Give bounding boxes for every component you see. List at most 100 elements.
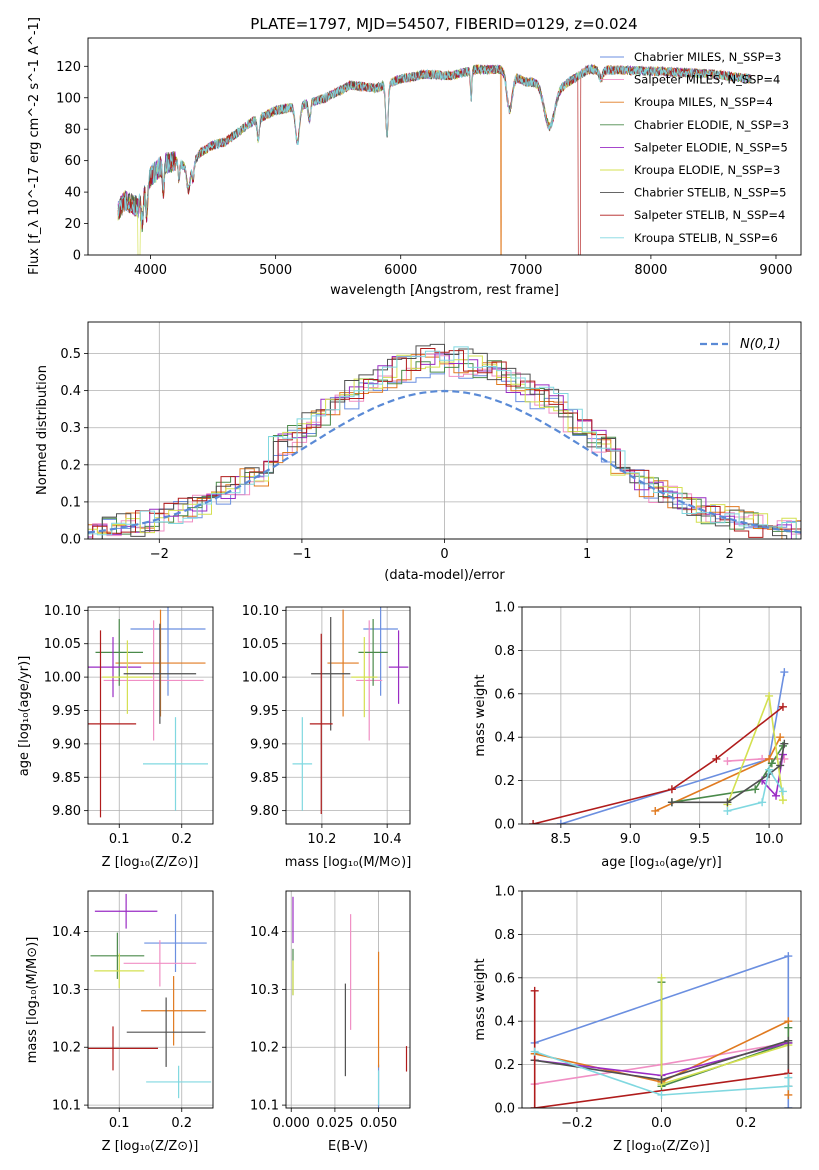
mass-weight-point — [784, 1082, 793, 1091]
x-tick-label: 8.5 — [551, 832, 572, 847]
y-tick-label: 9.85 — [250, 771, 279, 786]
residual-histogram-step — [88, 353, 801, 539]
x-tick-label: 1 — [583, 547, 591, 562]
legend-entry: Chabrier ELODIE, N_SSP=3 — [634, 118, 789, 132]
y-tick-label: 10.05 — [242, 637, 279, 652]
mass-weight-point — [765, 754, 774, 763]
spectrum-series-line — [117, 64, 752, 255]
mass-weight-point — [723, 806, 732, 815]
residual-histogram-step — [88, 348, 801, 539]
axes-frame — [87, 890, 214, 1109]
mass-weight-point — [784, 952, 793, 961]
x-tick-label: 6000 — [384, 263, 417, 278]
axes-frame — [285, 606, 411, 825]
y-tick-label: 10.05 — [44, 637, 81, 652]
mass-weight-series-line — [533, 990, 789, 1108]
x-tick-label: 0.0 — [651, 1116, 672, 1131]
x-axis-label: mass [log₁₀(M/M⊙)] — [285, 855, 412, 870]
mass-weight-point — [765, 691, 774, 700]
mass-weight-point — [651, 806, 660, 815]
mass-weight-point — [529, 820, 538, 824]
mass-weight-point — [776, 733, 785, 742]
y-tick-label: 9.95 — [250, 704, 279, 719]
x-tick-label: 0.2 — [171, 832, 192, 847]
y-tick-label: 10.3 — [52, 983, 81, 998]
y-tick-label: 20 — [64, 217, 81, 232]
mass-weight-point — [778, 787, 787, 796]
mass-weight-series-line — [534, 1050, 790, 1096]
y-tick-label: 0.5 — [60, 347, 81, 362]
mass-weight-point — [778, 702, 787, 711]
x-tick-label: 10.2 — [307, 832, 336, 847]
x-tick-label: 0.2 — [171, 1116, 192, 1131]
residual-histogram-step — [88, 353, 801, 537]
figure-title: PLATE=1797, MJD=54507, FIBERID=0129, z=0… — [250, 15, 637, 33]
mass-weight-point — [712, 754, 721, 763]
plot-area — [117, 63, 752, 255]
y-tick-label: 120 — [56, 60, 81, 75]
mass-weight-vs-metallicity-panel: −0.2 0.0 0.2 0.0 0.2 0.4 0.6 0.8 1.0 Z [log₁₀(Z/Z… — [473, 885, 802, 1154]
mass-weight-point — [784, 1023, 793, 1032]
y-tick-label: 10.4 — [250, 925, 279, 940]
y-tick-label: 9.95 — [52, 704, 81, 719]
mass-weight-point — [778, 796, 787, 805]
mass-weight-point — [772, 791, 781, 800]
y-tick-label: 0.4 — [494, 731, 515, 746]
mass-weight-point — [667, 785, 676, 794]
x-tick-label: 0.1 — [109, 832, 130, 847]
y-tick-label: 10.3 — [250, 983, 279, 998]
residual-histogram-step — [88, 346, 801, 539]
y-tick-label: 0 — [73, 249, 81, 264]
y-tick-label: 0.2 — [494, 774, 515, 789]
mass-weight-point — [784, 1073, 793, 1082]
x-tick-label: 0.2 — [736, 1116, 757, 1131]
y-tick-label: 10.2 — [250, 1041, 279, 1056]
age-vs-mass-panel: 10.2 10.4 9.80 9.85 9.90 9.95 10.00 10.05 10.10 m… — [242, 604, 412, 870]
legend-entry: Salpeter STELIB, N_SSP=4 — [634, 208, 785, 222]
legend-entry: N(0,1) — [740, 337, 781, 352]
plot-area — [292, 896, 408, 1108]
y-tick-label: 9.90 — [52, 737, 81, 752]
x-tick-label: −0.2 — [561, 1116, 593, 1131]
y-tick-label: 0.0 — [494, 818, 515, 833]
mass-weight-series-line — [532, 706, 784, 824]
x-tick-label: 0.050 — [360, 1116, 397, 1131]
mass-weight-point — [556, 820, 565, 824]
mass-weight-point — [784, 1090, 793, 1099]
y-tick-label: 0.4 — [494, 1015, 515, 1030]
axes-frame — [87, 37, 802, 256]
mass-weight-point — [767, 759, 776, 768]
y-axis-label: mass weight — [473, 674, 488, 756]
plot-area — [292, 607, 409, 814]
x-tick-label: 8000 — [634, 263, 667, 278]
mass-weight-point — [780, 668, 789, 677]
residual-histogram-panel: −2 −1 0 1 2 0.0 0.1 0.2 0.3 0.4 0.5 (data-model)/er… — [35, 321, 802, 583]
y-tick-label: 9.85 — [52, 771, 81, 786]
mass-weight-series-line — [727, 758, 785, 762]
y-tick-label: 0.6 — [494, 687, 515, 702]
mass-weight-point — [723, 757, 732, 766]
x-axis-label: Z [log₁₀(Z/Z⊙)] — [102, 855, 199, 870]
x-tick-label: −1 — [292, 547, 311, 562]
x-tick-label: 0.1 — [109, 1116, 130, 1131]
legend-entry: Salpeter MILES, N_SSP=4 — [634, 73, 780, 87]
axes-frame — [521, 606, 802, 825]
y-axis-label: Flux [f_λ 10^-17 erg cm^-2 s^-1 A^-1] — [27, 17, 42, 275]
y-tick-label: 0.2 — [494, 1058, 515, 1073]
y-tick-label: 1.0 — [494, 885, 515, 900]
x-axis-label: Z [log₁₀(Z/Z⊙)] — [613, 1139, 710, 1154]
mass-weight-point — [723, 798, 732, 807]
spectrum-panel: 4000 5000 6000 7000 8000 9000 0 20 40 60 80 100 120 w… — [27, 17, 802, 298]
spectrum-series-line — [117, 64, 752, 225]
mass-weight-point — [530, 1047, 539, 1056]
mass-weight-vs-age-panel: 8.5 9.0 9.5 10.0 0.0 0.2 0.4 0.6 0.8 1.0 age [log₁… — [473, 601, 802, 870]
y-axis-label: mass [log₁₀(M/M⊙)] — [25, 937, 40, 1064]
axes-frame — [285, 890, 411, 1109]
x-tick-label: 9.0 — [620, 832, 641, 847]
x-tick-label: 10.0 — [755, 832, 784, 847]
mass-weight-series-line — [534, 1039, 790, 1087]
y-axis-label: mass weight — [473, 958, 488, 1040]
residual-histogram-step — [88, 360, 801, 539]
y-tick-label: 80 — [64, 123, 81, 138]
y-tick-label: 40 — [64, 186, 81, 201]
